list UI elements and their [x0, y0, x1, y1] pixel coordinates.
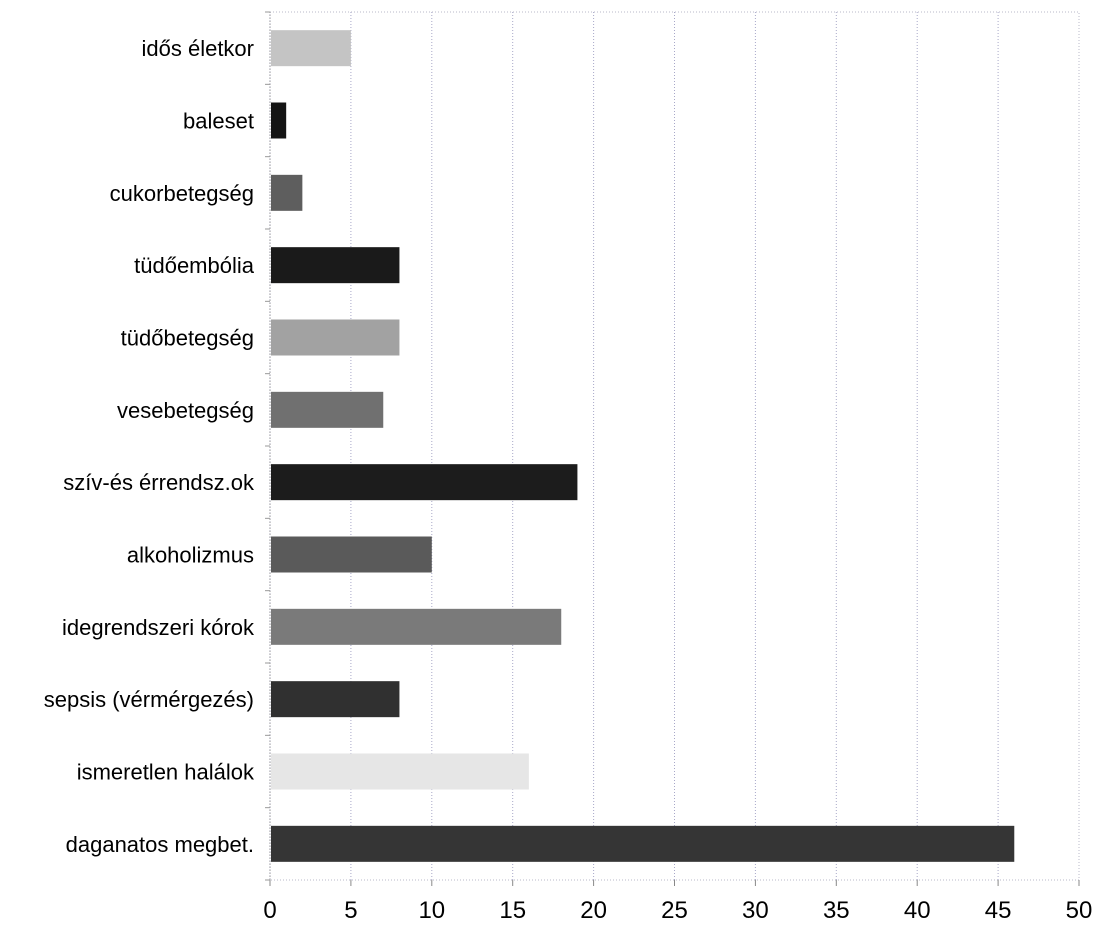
x-tick-label: 30 — [742, 897, 769, 924]
category-label: vesebetegség — [117, 398, 254, 423]
category-label: tüdőembólia — [134, 253, 255, 278]
category-label: cukorbetegség — [110, 181, 254, 206]
plot-area-border — [269, 11, 1080, 881]
x-tick-label: 5 — [344, 897, 357, 924]
category-label: sepsis (vérmérgezés) — [44, 687, 254, 712]
bar — [271, 247, 400, 284]
x-tick-label: 20 — [580, 897, 607, 924]
x-tick-label: 50 — [1066, 897, 1093, 924]
x-tick-label: 40 — [904, 897, 931, 924]
category-label: baleset — [183, 109, 254, 134]
bar — [271, 536, 432, 573]
bar — [271, 30, 351, 67]
x-tick-label: 35 — [823, 897, 850, 924]
bar — [271, 391, 384, 428]
x-tick-label: 15 — [499, 897, 526, 924]
category-label: szív-és érrendsz.ok — [63, 470, 255, 495]
x-tick-label: 0 — [263, 897, 276, 924]
category-label: ismeretlen halálok — [77, 760, 255, 785]
category-label: idegrendszeri kórok — [62, 615, 255, 640]
bar — [271, 319, 400, 356]
x-tick-label: 45 — [985, 897, 1012, 924]
x-tick-label: 10 — [418, 897, 445, 924]
category-label: alkoholizmus — [127, 543, 254, 568]
bar — [271, 681, 400, 718]
category-label: daganatos megbet. — [66, 832, 254, 857]
bar — [271, 825, 1015, 862]
bar — [271, 753, 529, 790]
bar — [271, 608, 562, 645]
bar — [271, 464, 578, 501]
category-label: tüdőbetegség — [121, 326, 254, 351]
bar — [271, 102, 287, 139]
bar — [271, 174, 303, 211]
category-label: idős életkor — [141, 36, 254, 61]
x-tick-label: 25 — [661, 897, 688, 924]
